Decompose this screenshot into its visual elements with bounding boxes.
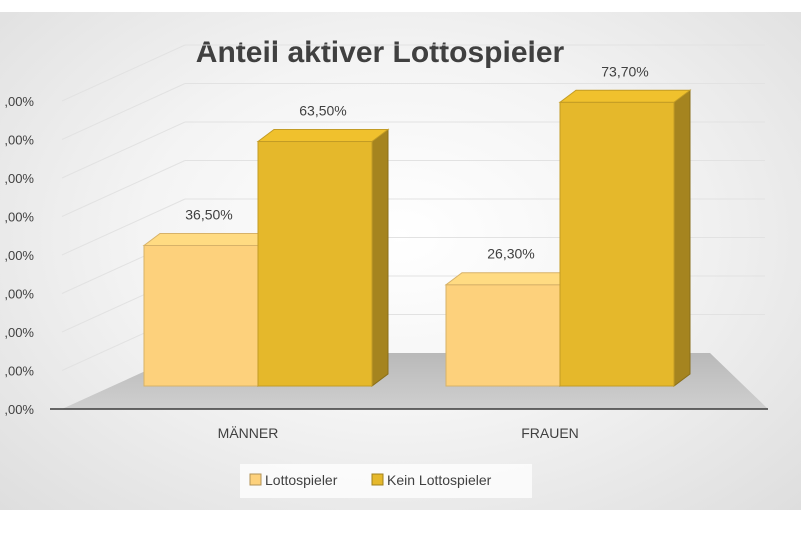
legend-swatch (249, 473, 262, 486)
legend-swatch (371, 473, 384, 486)
chart-area: Anteil aktiver Lottospieler ,00% ,00% ,00%… (0, 12, 801, 510)
legend: Lottospieler Kein Lottospieler (240, 464, 532, 498)
legend-label: Lottospieler (265, 472, 338, 488)
bar-front (143, 244, 259, 387)
gridline-side (61, 83, 186, 140)
gridline-side (61, 121, 186, 179)
data-label: 26,30% (487, 246, 534, 262)
y-tick-label: ,00% (4, 94, 34, 109)
y-tick-label: ,00% (4, 248, 34, 263)
bar-top (444, 272, 578, 286)
legend-label: Kein Lottospieler (387, 472, 492, 488)
bar-lottospieler (142, 232, 276, 387)
y-tick-label: ,00% (4, 133, 34, 148)
data-label: 36,50% (185, 206, 232, 222)
bar-chart: Anteil aktiver Lottospieler ,00% ,00% ,00%… (4, 36, 768, 498)
y-tick-label: ,00% (4, 287, 34, 302)
bar-front (445, 284, 561, 387)
x-tick-label: MÄNNER (218, 425, 279, 441)
bar-side (371, 128, 389, 387)
chart-title: Anteil aktiver Lottospieler (196, 36, 565, 69)
gridline-side (61, 160, 186, 217)
bar-lottospieler (444, 271, 578, 387)
y-tick-label: ,00% (4, 210, 34, 225)
bar-top (558, 89, 692, 103)
bar-kein-lottospieler (256, 128, 390, 387)
bar-top (256, 129, 390, 143)
bar-front (559, 101, 675, 387)
y-tick-label: ,00% (4, 171, 34, 186)
y-tick-label: ,00% (4, 402, 34, 417)
bar-front (257, 141, 373, 387)
gridline-side (61, 44, 186, 102)
x-tick-label: FRAUEN (521, 425, 579, 441)
bar-top (142, 232, 276, 246)
bar-side (673, 89, 691, 387)
data-label: 73,70% (601, 63, 648, 79)
gridline-side (61, 198, 186, 256)
y-tick-label: ,00% (4, 325, 34, 340)
y-tick-label: ,00% (4, 364, 34, 379)
data-label: 63,50% (299, 103, 346, 119)
bar-kein-lottospieler (558, 89, 692, 387)
legend-box (240, 464, 532, 498)
